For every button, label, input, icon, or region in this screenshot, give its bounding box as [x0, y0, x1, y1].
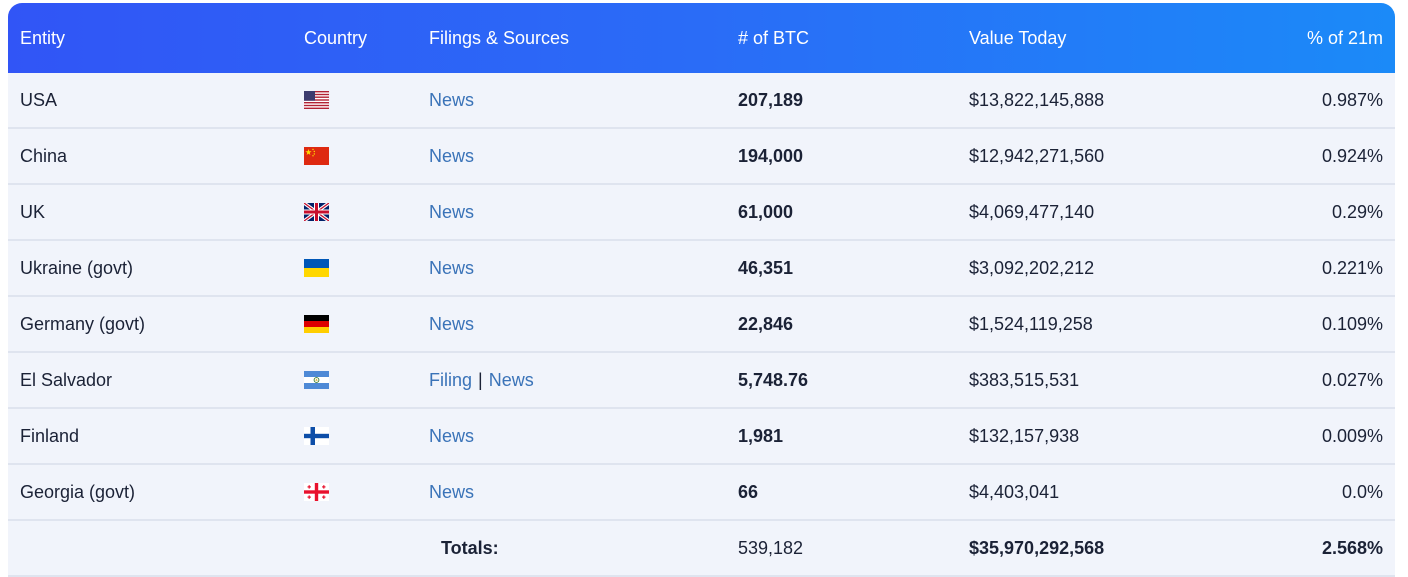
btc-amount: 194,000	[738, 145, 804, 166]
table-row: USA News 207,189 $13,822,145,888 0.987%	[8, 73, 1395, 129]
value-today: $1,524,119,258	[969, 313, 1093, 334]
table-row: Germany (govt) News 22,846 $1,524,119,258 0.…	[8, 297, 1395, 353]
news-link[interactable]: News	[429, 425, 475, 446]
btc-amount: 66	[738, 481, 759, 502]
filings-cell: News	[429, 73, 474, 127]
filings-cell: Filing | News	[429, 353, 534, 407]
news-link[interactable]: News	[429, 481, 475, 502]
entity-name: Ukraine (govt)	[20, 257, 134, 278]
germany-flag-icon	[304, 315, 329, 333]
btc-holdings-table: Entity Country Filings & Sources # of BT…	[8, 3, 1395, 577]
filings-cell: News	[429, 409, 474, 463]
country-cell	[304, 409, 329, 463]
value-today: $4,069,477,140	[969, 201, 1095, 222]
percent-of-21m: 0.924%	[1321, 145, 1383, 166]
totals-btc: 539,182	[738, 537, 804, 558]
table-row: El Salvador Filing | News 5,748.76 $383,515,5…	[8, 353, 1395, 409]
news-link[interactable]: News	[429, 257, 475, 278]
news-link[interactable]: News	[429, 313, 475, 334]
totals-pct: 2.568%	[1321, 537, 1383, 558]
entity-name: Germany (govt)	[20, 313, 146, 334]
country-cell	[304, 73, 329, 127]
header-filings[interactable]: Filings & Sources	[429, 27, 570, 48]
table-row: Finland News 1,981 $132,157,938 0.009%	[8, 409, 1395, 465]
el-salvador-flag-icon	[304, 371, 329, 389]
entity-name: Georgia (govt)	[20, 481, 136, 502]
value-today: $12,942,271,560	[969, 145, 1105, 166]
usa-flag-icon	[304, 91, 329, 109]
percent-of-21m: 0.29%	[1331, 201, 1383, 222]
percent-of-21m: 0.109%	[1321, 313, 1383, 334]
country-cell	[304, 465, 329, 519]
percent-of-21m: 0.027%	[1321, 369, 1383, 390]
header-value[interactable]: Value Today	[969, 27, 1067, 48]
filings-cell: News	[429, 297, 474, 351]
country-cell	[304, 129, 329, 183]
country-cell	[304, 353, 329, 407]
entity-name: UK	[20, 201, 46, 222]
uk-flag-icon	[304, 203, 329, 221]
header-pct[interactable]: % of 21m	[1306, 27, 1383, 48]
finland-flag-icon	[304, 427, 329, 445]
ukraine-flag-icon	[304, 259, 329, 277]
news-link[interactable]: News	[429, 201, 475, 222]
news-link[interactable]: News	[429, 89, 475, 110]
percent-of-21m: 0.0%	[1341, 481, 1383, 502]
entity-name: USA	[20, 89, 58, 110]
news-link[interactable]: News	[488, 369, 534, 390]
header-entity[interactable]: Entity	[20, 27, 66, 48]
filings-cell: News	[429, 185, 474, 239]
entity-name: El Salvador	[20, 369, 113, 390]
country-cell	[304, 185, 329, 239]
percent-of-21m: 0.221%	[1321, 257, 1383, 278]
value-today: $4,403,041	[969, 481, 1060, 502]
filings-cell: News	[429, 465, 474, 519]
filing-link[interactable]: Filing	[429, 369, 473, 390]
value-today: $132,157,938	[969, 425, 1080, 446]
entity-name: China	[20, 145, 68, 166]
china-flag-icon	[304, 147, 329, 165]
value-today: $383,515,531	[969, 369, 1080, 390]
table-body: USA News 207,189 $13,822,145,888 0.987% China…	[8, 73, 1395, 521]
link-separator: |	[478, 369, 483, 390]
filings-cell: News	[429, 129, 474, 183]
table-row: China News 194,000 $12,942,271,560 0.924%	[8, 129, 1395, 185]
value-today: $13,822,145,888	[969, 89, 1105, 110]
btc-amount: 22,846	[738, 313, 794, 334]
btc-amount: 1,981	[738, 425, 784, 446]
percent-of-21m: 0.987%	[1321, 89, 1383, 110]
georgia-flag-icon	[304, 483, 329, 501]
entity-name: Finland	[20, 425, 80, 446]
totals-row: Totals: 539,182 $35,970,292,568 2.568%	[8, 521, 1395, 577]
table-row: Georgia (govt) News 66 $4,403,041 0.0%	[8, 465, 1395, 521]
header-country[interactable]: Country	[304, 27, 368, 48]
value-today: $3,092,202,212	[969, 257, 1095, 278]
btc-amount: 46,351	[738, 257, 794, 278]
btc-amount: 207,189	[738, 89, 804, 110]
percent-of-21m: 0.009%	[1321, 425, 1383, 446]
country-cell	[304, 241, 329, 295]
table-row: Ukraine (govt) News 46,351 $3,092,202,212 0.…	[8, 241, 1395, 297]
table-header: Entity Country Filings & Sources # of BT…	[8, 3, 1395, 73]
totals-label: Totals:	[441, 537, 499, 558]
country-cell	[304, 297, 329, 351]
table-row: UK News 61,000 $4,069,477,140 0.29%	[8, 185, 1395, 241]
totals-value: $35,970,292,568	[969, 537, 1105, 558]
header-btc[interactable]: # of BTC	[738, 27, 810, 48]
btc-amount: 5,748.76	[738, 369, 809, 390]
filings-cell: News	[429, 241, 474, 295]
btc-amount: 61,000	[738, 201, 794, 222]
news-link[interactable]: News	[429, 145, 475, 166]
